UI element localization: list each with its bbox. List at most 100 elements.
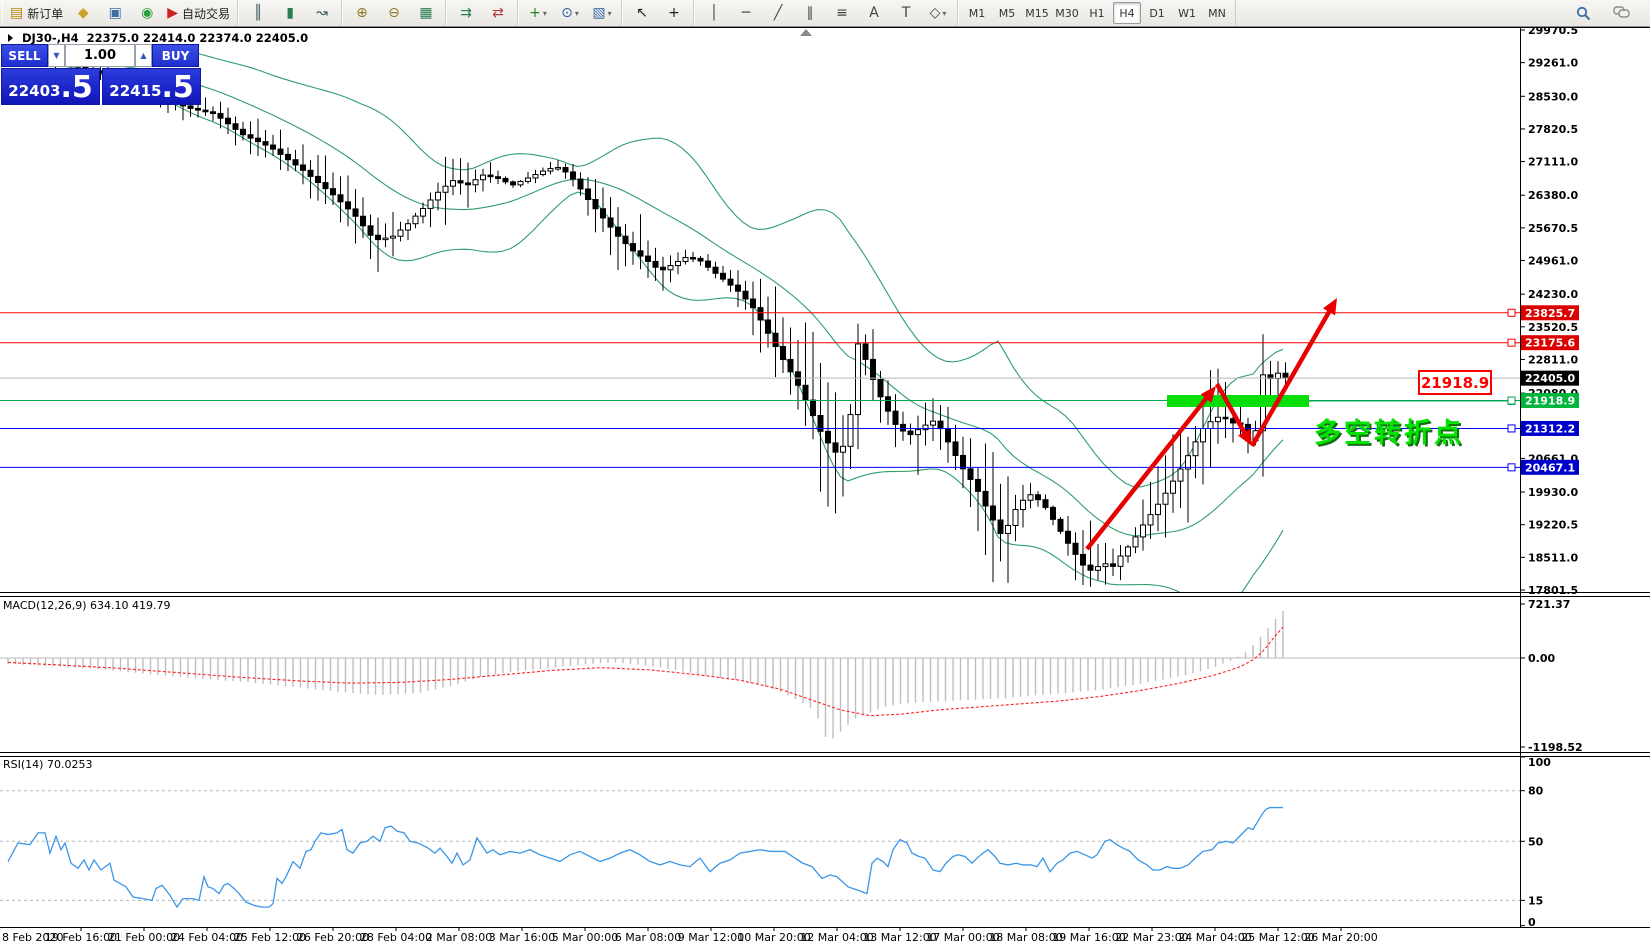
auto-scroll-button[interactable]: ⇉ [451, 1, 481, 25]
candlestick-icon: ▮ [286, 5, 294, 21]
line-chart-button[interactable]: ↝ [307, 1, 337, 25]
timeframe-m15[interactable]: M15 [1025, 6, 1049, 20]
trendline-icon: ╱ [773, 5, 783, 21]
text-button[interactable]: A [859, 1, 889, 25]
templates-button[interactable]: ▧ ▾ [587, 1, 617, 25]
new-order-button[interactable]: ▤ 新订单 [7, 1, 66, 25]
periods-button[interactable]: ⊙ ▾ [555, 1, 585, 25]
svg-text:22 Mar 23:00: 22 Mar 23:00 [1115, 931, 1188, 944]
svg-text:3 Mar 16:00: 3 Mar 16:00 [489, 931, 555, 944]
svg-text:-1198.52: -1198.52 [1528, 741, 1583, 754]
macd-panel [0, 611, 1520, 739]
turning-point-annotation[interactable]: 多空转折点 [1314, 418, 1464, 449]
svg-text:8 Feb 2020: 8 Feb 2020 [2, 931, 63, 944]
timeframe-m1[interactable]: M1 [968, 6, 986, 20]
svg-text:2 Mar 08:00: 2 Mar 08:00 [426, 931, 492, 944]
tile-windows-button[interactable]: ▦ [411, 1, 441, 25]
search-button[interactable] [1568, 1, 1598, 25]
autotrading-button-label: 自动交易 [182, 6, 231, 21]
chart-type-group: ║ ▮ ↝ [238, 0, 343, 26]
svg-text:22405.0: 22405.0 [1525, 372, 1575, 385]
svg-text:23825.7: 23825.7 [1525, 307, 1575, 320]
svg-text:19 Mar 16:00: 19 Mar 16:00 [1052, 931, 1125, 944]
macd-histogram [7, 611, 1284, 739]
autotrading-button[interactable]: ▶ 自动交易 [164, 1, 233, 25]
svg-text:24 Mar 04:00: 24 Mar 04:00 [1178, 931, 1251, 944]
macd-signal-line [7, 626, 1284, 717]
volume-decrease-button[interactable]: ▼ [48, 44, 65, 67]
gold-icon: ◆ [77, 5, 89, 21]
arrows-button[interactable]: ◇ ▾ [923, 1, 953, 25]
bar-chart-icon: ║ [253, 5, 263, 21]
bar-chart-button[interactable]: ║ [243, 1, 273, 25]
timeframe-mn[interactable]: MN [1208, 6, 1226, 20]
volume-input[interactable] [65, 44, 135, 67]
timeframe-w1[interactable]: W1 [1178, 6, 1196, 20]
svg-text:0.00: 0.00 [1528, 652, 1555, 665]
bollinger-lower-band [37, 60, 1284, 592]
cursor-button[interactable]: ↖ [627, 1, 657, 25]
support-zone-bar[interactable] [1167, 395, 1309, 407]
vertical-line-button[interactable]: │ [699, 1, 729, 25]
price-axis[interactable]: 29970.5 29261.0 28530.0 27820.5 27111.0 26380… [1507, 24, 1583, 929]
svg-text:50: 50 [1528, 835, 1544, 848]
cursor-icon: ↖ [636, 5, 648, 21]
timeframe-d1[interactable]: D1 [1149, 6, 1165, 20]
svg-text:80: 80 [1528, 785, 1544, 798]
chat-icon [1612, 6, 1630, 18]
text-label-button[interactable]: T [891, 1, 921, 25]
trendline-button[interactable]: ╱ [763, 1, 793, 25]
svg-text:21312.2: 21312.2 [1525, 422, 1575, 435]
chart-shift-button[interactable]: ⇄ [483, 1, 513, 25]
crosshair-button[interactable]: + [659, 1, 689, 25]
new-order-icon: ▤ [10, 5, 24, 21]
crosshair-icon: + [668, 5, 680, 21]
candlestick-chart-button[interactable]: ▮ [275, 1, 305, 25]
sell-price-panel[interactable]: 22403 .5 [1, 68, 100, 105]
timeframe-h1[interactable]: H1 [1089, 6, 1105, 20]
sell-button[interactable]: SELL [1, 44, 48, 67]
zoom-out-button[interactable]: ⊖ [379, 1, 409, 25]
cursor-group: ↖ + [622, 0, 695, 26]
svg-text:19930.0: 19930.0 [1528, 486, 1578, 499]
horizontal-line-button[interactable]: ─ [731, 1, 761, 25]
buy-price-panel[interactable]: 22415 .5 [102, 68, 201, 105]
price-badge-21918.9 [1521, 393, 1579, 409]
svg-text:25 Feb 12:00: 25 Feb 12:00 [234, 931, 306, 944]
navigator-button[interactable]: ▣ [100, 1, 130, 25]
market-watch-button[interactable]: ◆ [68, 1, 98, 25]
buy-button[interactable]: BUY [152, 44, 199, 67]
svg-text:18 Mar 08:00: 18 Mar 08:00 [989, 931, 1062, 944]
timeframe-m5[interactable]: M5 [998, 6, 1016, 20]
svg-text:24230.0: 24230.0 [1528, 288, 1578, 301]
navigator-icon: ▣ [108, 5, 122, 21]
zoom-in-button[interactable]: ⊕ [347, 1, 377, 25]
zoom-out-icon: ⊖ [388, 5, 400, 21]
scroll-group: ⇉ ⇄ [446, 0, 519, 26]
svg-text:20467.1: 20467.1 [1525, 461, 1575, 474]
chevron-down-icon: ▾ [574, 8, 579, 18]
volume-increase-button[interactable]: ▲ [135, 44, 152, 67]
svg-text:28 Feb 04:00: 28 Feb 04:00 [360, 931, 432, 944]
chart-ohlc-title: DJ30-,H4 22375.0 22414.0 22374.0 22405.0 [8, 31, 308, 45]
signals-button[interactable]: ◉ [132, 1, 162, 25]
svg-text:29261.0: 29261.0 [1528, 57, 1578, 70]
fibonacci-button[interactable]: ≡ [827, 1, 857, 25]
price-callout-label[interactable]: 21918.9 [1418, 370, 1492, 395]
chat-button[interactable] [1606, 1, 1636, 25]
timeframe-m30[interactable]: M30 [1055, 6, 1079, 20]
new-chart-button[interactable]: + ▾ [523, 1, 553, 25]
channel-button[interactable]: ∥ [795, 1, 825, 25]
trend-arrow-up-2[interactable] [1250, 303, 1335, 448]
svg-text:26380.0: 26380.0 [1528, 189, 1578, 202]
timeframe-h4[interactable]: H4 [1113, 2, 1142, 24]
horizontal-line-icon: ─ [741, 5, 751, 21]
trend-arrow-up-1[interactable] [1085, 390, 1213, 551]
svg-text:19220.5: 19220.5 [1528, 519, 1578, 532]
svg-text:24961.0: 24961.0 [1528, 255, 1578, 268]
trend-arrow-down[interactable] [1215, 382, 1251, 441]
chevron-down-icon: ▾ [542, 8, 547, 18]
